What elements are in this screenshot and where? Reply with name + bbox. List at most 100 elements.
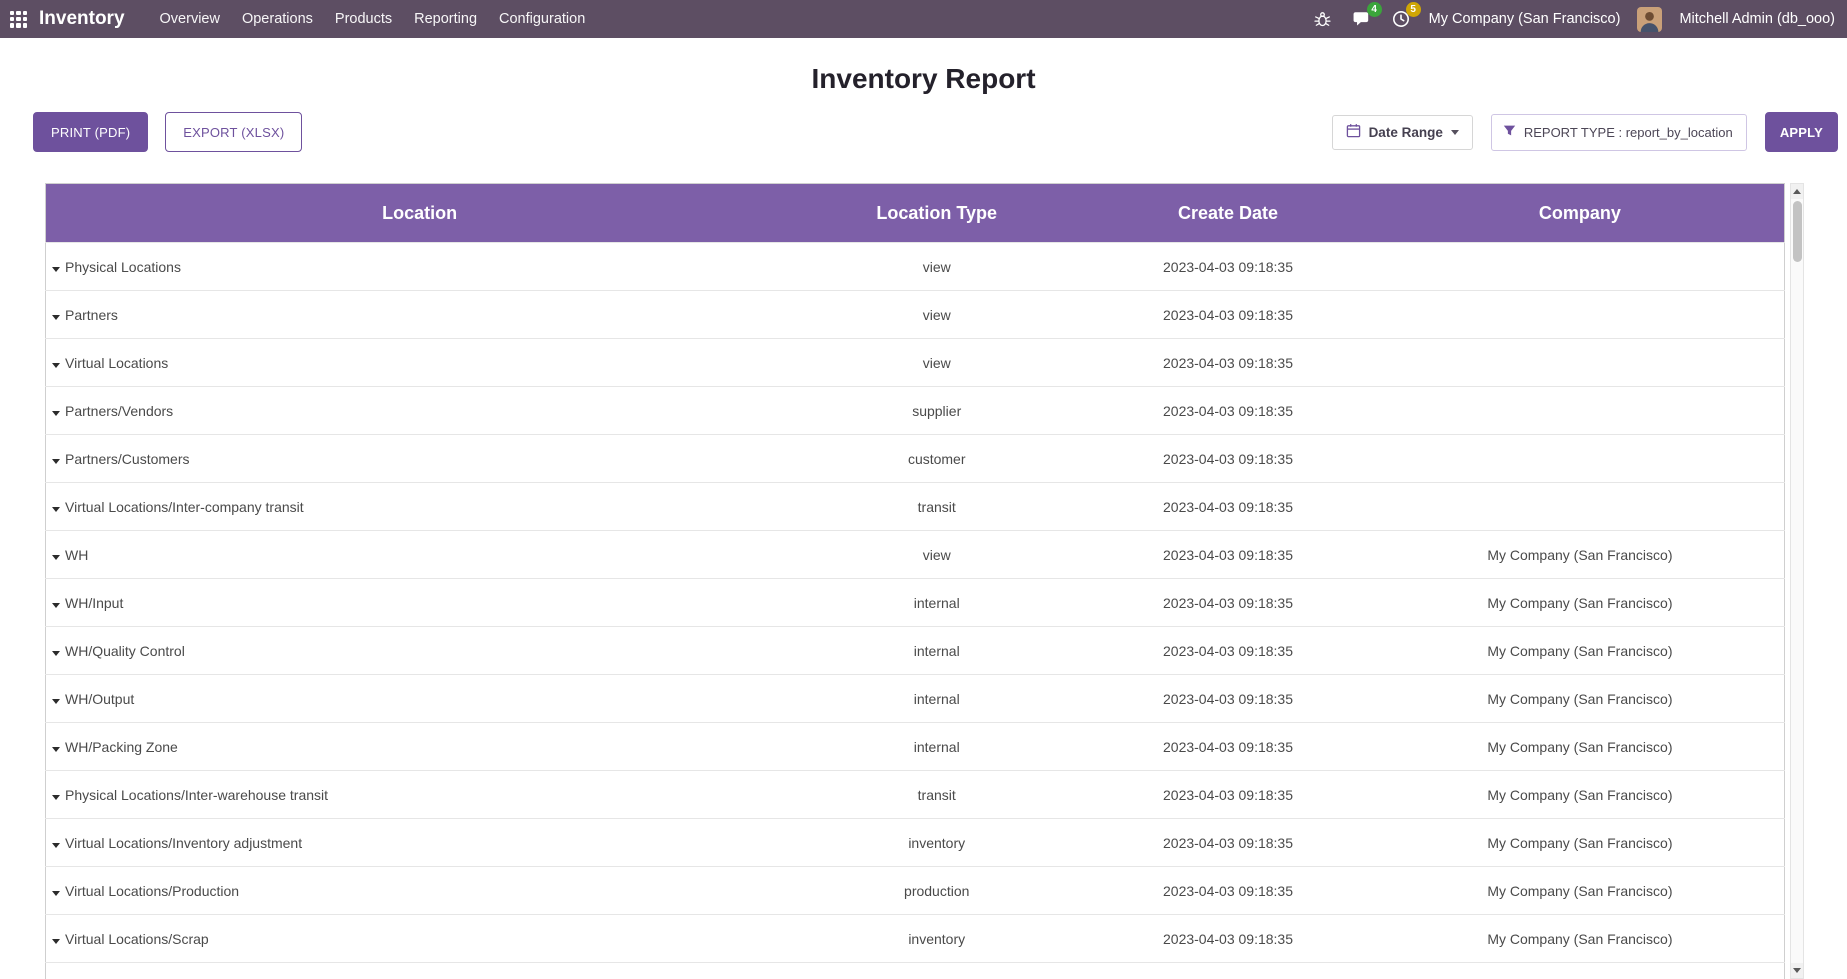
scroll-up-icon[interactable] bbox=[1791, 184, 1803, 199]
table-row[interactable]: WH/Packing Zone internal 2023-04-03 09:1… bbox=[45, 722, 1785, 771]
user-menu[interactable]: Mitchell Admin (db_ooo) bbox=[1679, 11, 1835, 27]
expand-caret-icon[interactable] bbox=[52, 650, 60, 656]
location-cell: Partners/Vendors bbox=[45, 386, 794, 435]
expand-caret-icon[interactable] bbox=[52, 938, 60, 944]
create-date-cell: 2023-04-03 09:18:35 bbox=[1080, 338, 1376, 387]
print-pdf-button[interactable]: PRINT (PDF) bbox=[33, 112, 149, 152]
create-date-cell bbox=[1080, 962, 1376, 979]
create-date-cell: 2023-04-03 09:18:35 bbox=[1080, 674, 1376, 723]
table-row[interactable]: Partners/Customers customer 2023-04-03 0… bbox=[45, 434, 1785, 483]
company-cell bbox=[1375, 338, 1785, 387]
table-body: Physical Locations view 2023-04-03 09:18… bbox=[45, 242, 1785, 979]
table-row[interactable] bbox=[45, 962, 1785, 979]
calendar-icon bbox=[1346, 123, 1361, 141]
table-row[interactable]: Virtual Locations/Production production … bbox=[45, 866, 1785, 915]
column-header[interactable]: Location bbox=[45, 183, 794, 243]
activities-clock-icon[interactable]: 5 bbox=[1390, 2, 1421, 30]
column-header[interactable]: Create Date bbox=[1080, 183, 1376, 243]
location-text: WH/Input bbox=[65, 594, 124, 611]
table-row[interactable]: Virtual Locations/Inter-company transit … bbox=[45, 482, 1785, 531]
location-type-cell: transit bbox=[793, 770, 1081, 819]
table-row[interactable]: Partners/Vendors supplier 2023-04-03 09:… bbox=[45, 386, 1785, 435]
location-cell: Physical Locations bbox=[45, 242, 794, 291]
messages-icon[interactable]: 4 bbox=[1351, 2, 1382, 30]
scroll-down-icon[interactable] bbox=[1791, 963, 1803, 978]
location-cell: WH bbox=[45, 530, 794, 579]
location-cell: WH/Packing Zone bbox=[45, 722, 794, 771]
vertical-scrollbar[interactable] bbox=[1790, 183, 1804, 979]
apply-button[interactable]: APPLY bbox=[1764, 112, 1838, 152]
location-type-cell: customer bbox=[793, 434, 1081, 483]
column-header[interactable]: Company bbox=[1375, 183, 1785, 243]
expand-caret-icon[interactable] bbox=[52, 890, 60, 896]
app-brand[interactable]: Inventory bbox=[39, 8, 125, 29]
table-row[interactable]: Physical Locations/Inter-warehouse trans… bbox=[45, 770, 1785, 819]
controls-row: PRINT (PDF) EXPORT (XLSX) Date Range bbox=[33, 112, 1838, 152]
location-type-cell: production bbox=[793, 866, 1081, 915]
location-type-cell: supplier bbox=[793, 386, 1081, 435]
location-text: Virtual Locations/Inventory adjustment bbox=[65, 834, 303, 851]
location-type-cell: view bbox=[793, 290, 1081, 339]
location-text: Partners/Vendors bbox=[65, 402, 174, 419]
location-type-cell: internal bbox=[793, 626, 1081, 675]
location-text: WH/Output bbox=[65, 690, 135, 707]
main-menu: Overview Operations Products Reporting C… bbox=[149, 0, 597, 38]
expand-caret-icon[interactable] bbox=[52, 698, 60, 704]
report-type-facet[interactable]: REPORT TYPE : report_by_location bbox=[1490, 113, 1747, 151]
expand-caret-icon[interactable] bbox=[52, 362, 60, 368]
export-xlsx-button[interactable]: EXPORT (XLSX) bbox=[165, 112, 303, 152]
nav-item[interactable]: Reporting bbox=[414, 11, 478, 27]
create-date-cell: 2023-04-03 09:18:35 bbox=[1080, 578, 1376, 627]
apps-grid-icon[interactable] bbox=[10, 10, 27, 28]
location-type-cell bbox=[793, 962, 1081, 979]
inventory-report-table: Location Location Type Create Date Compa… bbox=[45, 183, 1785, 979]
expand-caret-icon[interactable] bbox=[52, 410, 60, 416]
expand-caret-icon[interactable] bbox=[52, 602, 60, 608]
location-text: Partners bbox=[65, 306, 118, 323]
nav-item[interactable]: Overview bbox=[159, 11, 220, 27]
expand-caret-icon[interactable] bbox=[52, 794, 60, 800]
date-range-dropdown[interactable]: Date Range bbox=[1331, 114, 1473, 150]
export-buttons: PRINT (PDF) EXPORT (XLSX) bbox=[33, 112, 303, 152]
location-cell: Physical Locations/Inter-warehouse trans… bbox=[45, 770, 794, 819]
table-row[interactable]: WH/Input internal 2023-04-03 09:18:35 My… bbox=[45, 578, 1785, 627]
user-avatar[interactable] bbox=[1637, 6, 1663, 32]
nav-item[interactable]: Operations bbox=[241, 11, 313, 27]
company-cell bbox=[1375, 434, 1785, 483]
expand-caret-icon[interactable] bbox=[52, 314, 60, 320]
company-cell bbox=[1375, 290, 1785, 339]
location-cell: WH/Quality Control bbox=[45, 626, 794, 675]
company-switcher[interactable]: My Company (San Francisco) bbox=[1428, 11, 1621, 27]
scrollbar-thumb[interactable] bbox=[1792, 201, 1802, 262]
table-row[interactable]: Physical Locations view 2023-04-03 09:18… bbox=[45, 242, 1785, 291]
table-row[interactable]: Virtual Locations/Scrap inventory 2023-0… bbox=[45, 914, 1785, 963]
column-header[interactable]: Location Type bbox=[793, 183, 1081, 243]
table-row[interactable]: WH/Quality Control internal 2023-04-03 0… bbox=[45, 626, 1785, 675]
expand-caret-icon[interactable] bbox=[52, 266, 60, 272]
table-row[interactable]: Partners view 2023-04-03 09:18:35 bbox=[45, 290, 1785, 339]
create-date-cell: 2023-04-03 09:18:35 bbox=[1080, 482, 1376, 531]
nav-item[interactable]: Products bbox=[334, 11, 393, 27]
company-cell bbox=[1375, 386, 1785, 435]
location-text: Virtual Locations bbox=[65, 354, 169, 371]
location-text: WH/Quality Control bbox=[65, 642, 185, 659]
table-row[interactable]: WH view 2023-04-03 09:18:35 My Company (… bbox=[45, 530, 1785, 579]
debug-bug-icon[interactable] bbox=[1312, 8, 1334, 30]
table-row[interactable]: Virtual Locations/Inventory adjustment i… bbox=[45, 818, 1785, 867]
company-cell: My Company (San Francisco) bbox=[1375, 722, 1785, 771]
expand-caret-icon[interactable] bbox=[52, 506, 60, 512]
location-type-cell: transit bbox=[793, 482, 1081, 531]
location-cell: Virtual Locations bbox=[45, 338, 794, 387]
expand-caret-icon[interactable] bbox=[52, 458, 60, 464]
table-row[interactable]: WH/Output internal 2023-04-03 09:18:35 M… bbox=[45, 674, 1785, 723]
nav-item[interactable]: Configuration bbox=[499, 11, 586, 27]
company-cell: My Company (San Francisco) bbox=[1375, 530, 1785, 579]
location-text: Virtual Locations/Inter-company transit bbox=[65, 498, 304, 515]
expand-caret-icon[interactable] bbox=[52, 746, 60, 752]
location-type-cell: view bbox=[793, 530, 1081, 579]
expand-caret-icon[interactable] bbox=[52, 842, 60, 848]
company-cell bbox=[1375, 242, 1785, 291]
company-cell: My Company (San Francisco) bbox=[1375, 626, 1785, 675]
expand-caret-icon[interactable] bbox=[52, 554, 60, 560]
table-row[interactable]: Virtual Locations view 2023-04-03 09:18:… bbox=[45, 338, 1785, 387]
